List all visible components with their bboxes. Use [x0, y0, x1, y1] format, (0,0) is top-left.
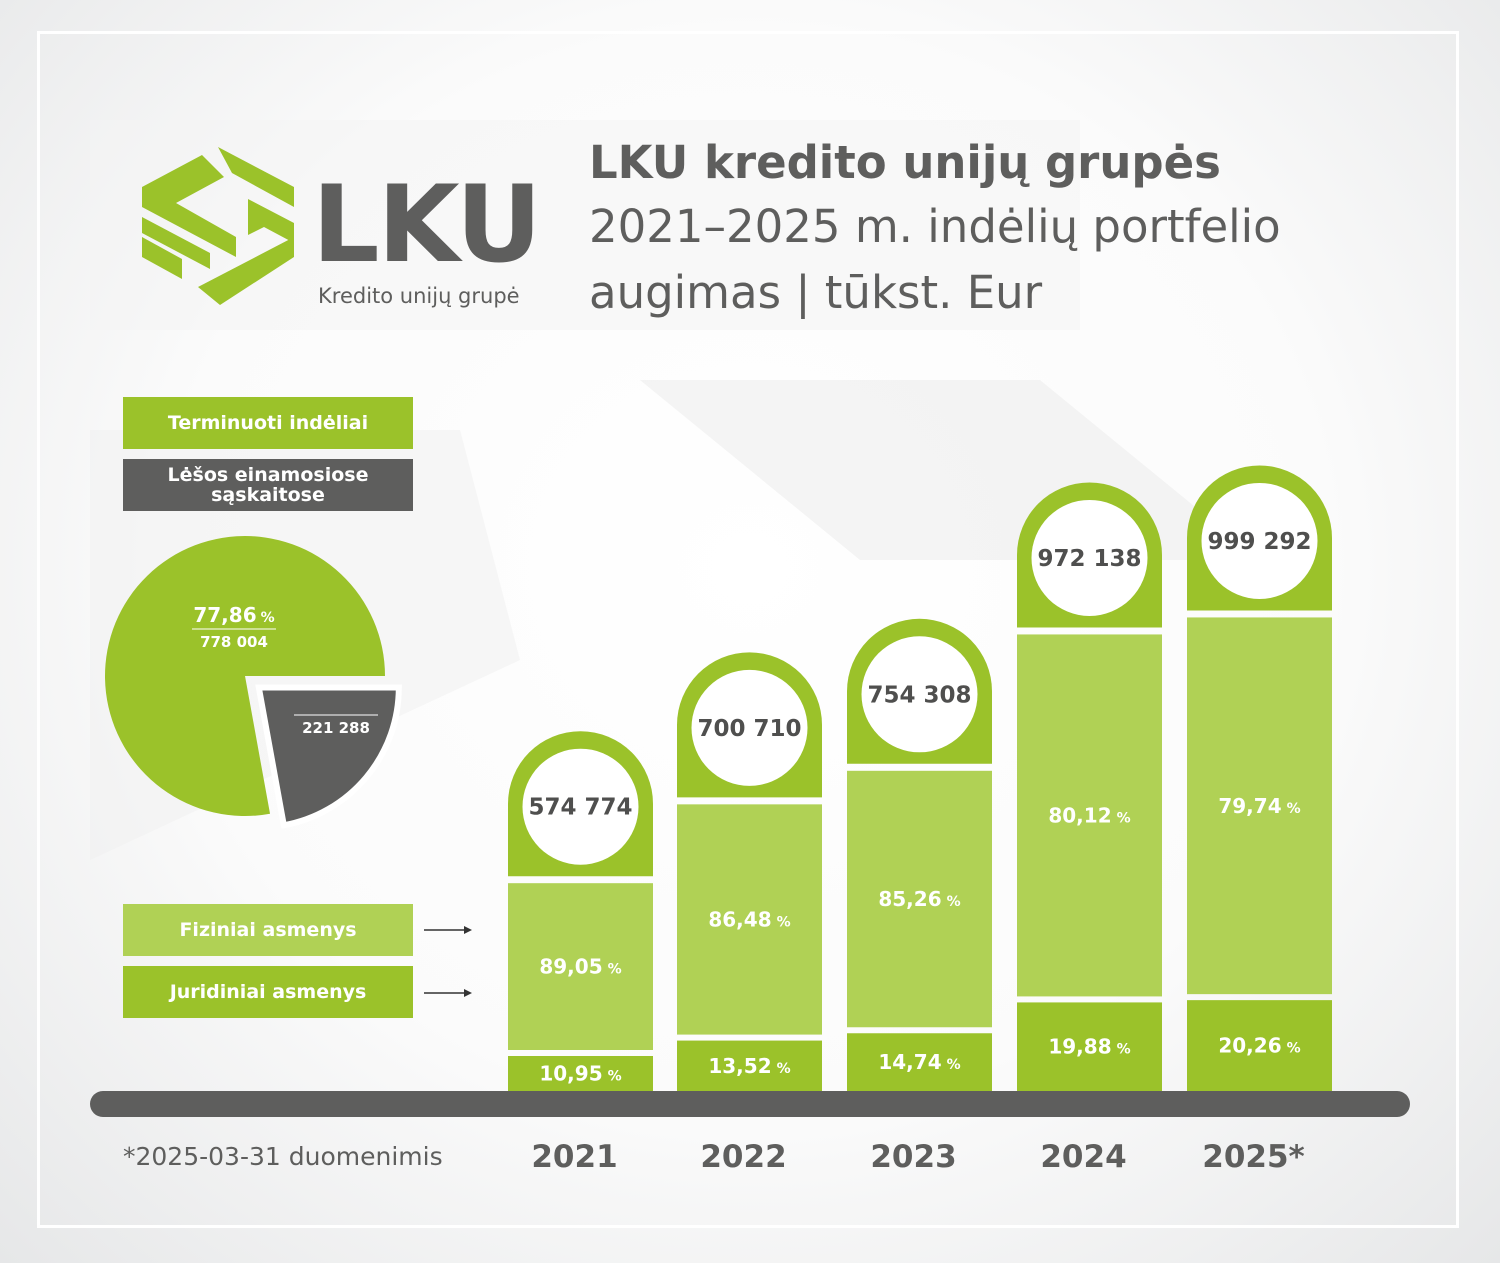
- logo-tagline: Kredito unijų grupė: [318, 284, 520, 308]
- total-label-2023: 754 308: [867, 682, 971, 708]
- pie-current-value-label: 221 288: [302, 719, 370, 737]
- pie-slice-term: [105, 536, 386, 816]
- juridical-label-2022: 13,52%: [708, 1054, 790, 1078]
- legend-term-deposits: Terminuoti indėliai: [123, 397, 413, 449]
- year-label-2022: 2022: [700, 1139, 786, 1175]
- year-label-2021: 2021: [531, 1139, 617, 1175]
- total-circle-2024: [1031, 499, 1148, 616]
- logo-name: LKU: [312, 163, 542, 286]
- total-label-2025*: 999 292: [1207, 529, 1311, 555]
- bar-physical-2024: [1017, 634, 1162, 997]
- bar-juridical-2023: [847, 1033, 992, 1091]
- bar-juridical-2024: [1017, 1002, 1162, 1091]
- physical-label-2024: 80,12%: [1048, 803, 1130, 827]
- year-label-2025*: 2025*: [1202, 1139, 1305, 1175]
- footnote: *2025-03-31 duomenimis: [123, 1142, 443, 1171]
- title-line-2: 2021–2025 m. indėlių portfelio: [589, 200, 1281, 253]
- juridical-label-2021: 10,95%: [539, 1062, 621, 1086]
- juridical-label-2023: 14,74%: [878, 1050, 960, 1074]
- pie-term-value-label: 778 004: [200, 633, 268, 651]
- juridical-label-2025*: 20,26%: [1218, 1034, 1300, 1058]
- lku-logo-icon: [142, 147, 294, 305]
- frame-border: [37, 31, 1459, 1228]
- pie-term-percent-value: 77,86: [193, 603, 256, 627]
- bar-juridical-2025*: [1187, 1000, 1332, 1091]
- total-circle-2021: [522, 748, 639, 865]
- pie-chart: 22,14%221 288 77,86% 778 004: [105, 536, 402, 829]
- total-label-2024: 972 138: [1037, 546, 1141, 572]
- bar-physical-2021: [508, 883, 653, 1050]
- pie-term-percent-unit: %: [261, 610, 275, 626]
- title-line-3: augimas | tūkst. Eur: [589, 266, 1043, 319]
- pie-slice-current-group: 22,14%221 288: [255, 684, 402, 829]
- legend-juridical-persons: Juridiniai asmenys: [123, 966, 413, 1018]
- bar-physical-2023: [847, 770, 992, 1028]
- total-circle-2023: [861, 636, 978, 753]
- physical-label-2021: 89,05%: [539, 955, 621, 979]
- year-label-2023: 2023: [870, 1139, 956, 1175]
- physical-label-2025*: 79,74%: [1218, 794, 1300, 818]
- total-label-2021: 574 774: [528, 795, 632, 821]
- legend-physical-persons: Fiziniai asmenys: [123, 904, 413, 956]
- bar-physical-2025*: [1187, 617, 1332, 995]
- arrow-physical-icon: [424, 926, 472, 934]
- juridical-label-2024: 19,88%: [1048, 1035, 1130, 1059]
- year-label-2024: 2024: [1040, 1139, 1126, 1175]
- title-line-1: LKU kredito unijų grupės: [589, 136, 1221, 189]
- total-label-2022: 700 710: [697, 716, 801, 742]
- chart-title: LKU kredito unijų grupės 2021–2025 m. in…: [589, 132, 1449, 326]
- total-circle-2022: [691, 669, 808, 786]
- x-axis-bar: [90, 1091, 1410, 1117]
- pie-term-percent-label: 77,86%: [193, 603, 274, 627]
- physical-label-2023: 85,26%: [878, 887, 960, 911]
- legend-current-accounts: Lėšos einamosiose sąskaitose: [123, 459, 413, 511]
- total-circle-2025*: [1201, 482, 1318, 599]
- arrow-juridical-icon: [424, 989, 472, 997]
- bar-juridical-2022: [677, 1040, 822, 1091]
- pie-slice-current: [255, 684, 402, 829]
- physical-label-2022: 86,48%: [708, 907, 790, 931]
- bar-juridical-2021: [508, 1056, 653, 1091]
- bar-physical-2022: [677, 804, 822, 1035]
